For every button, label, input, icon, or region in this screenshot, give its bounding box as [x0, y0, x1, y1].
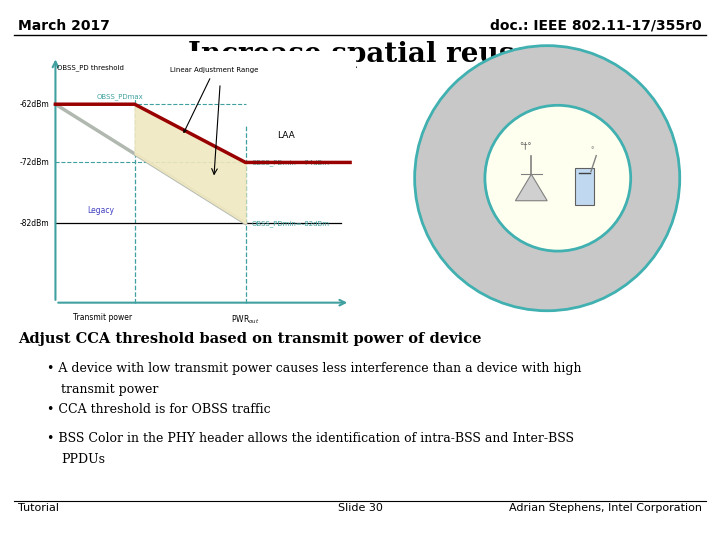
Text: • BSS Color in the PHY header allows the identification of intra-BSS and Inter-B: • BSS Color in the PHY header allows the…: [47, 432, 574, 445]
Text: -72dBm: -72dBm: [19, 158, 49, 167]
Text: -82dBm: -82dBm: [19, 219, 49, 228]
Text: Adrian Stephens, Intel Corporation: Adrian Stephens, Intel Corporation: [509, 503, 702, 514]
Text: °†°: °†°: [520, 141, 532, 150]
Text: Increase spatial reuse: Increase spatial reuse: [188, 40, 532, 68]
Text: • CCA threshold is for OBSS traffic: • CCA threshold is for OBSS traffic: [47, 403, 271, 416]
Text: Adjust CCA threshold based on transmit power of device: Adjust CCA threshold based on transmit p…: [18, 332, 482, 346]
Circle shape: [415, 46, 680, 310]
Circle shape: [485, 105, 631, 251]
Bar: [575, 167, 593, 205]
Text: doc.: IEEE 802.11-17/355r0: doc.: IEEE 802.11-17/355r0: [490, 19, 702, 33]
Text: Linear Adjustment Range: Linear Adjustment Range: [170, 68, 258, 132]
Text: °: °: [590, 147, 594, 153]
Text: -62dBm: -62dBm: [19, 100, 49, 109]
Text: Slide 30: Slide 30: [338, 503, 382, 514]
Text: OBSS_PDmin=-74dBm: OBSS_PDmin=-74dBm: [252, 159, 330, 166]
Text: LAA: LAA: [277, 131, 295, 140]
Text: OBSS_PDmin=-82dBm: OBSS_PDmin=-82dBm: [252, 220, 330, 227]
Text: OBSS_PD threshold: OBSS_PD threshold: [57, 64, 124, 71]
Text: Tutorial: Tutorial: [18, 503, 59, 514]
Text: PWR$_{out}$: PWR$_{out}$: [231, 313, 260, 326]
Text: PPDUs: PPDUs: [61, 454, 105, 467]
Text: transmit power: transmit power: [61, 383, 158, 396]
Text: Legacy: Legacy: [87, 206, 114, 215]
Text: OBSS_PDmax: OBSS_PDmax: [96, 93, 143, 100]
Text: Transmit power: Transmit power: [73, 313, 132, 322]
Text: March 2017: March 2017: [18, 19, 110, 33]
Text: • A device with low transmit power causes less interference than a device with h: • A device with low transmit power cause…: [47, 362, 581, 375]
Polygon shape: [516, 174, 547, 201]
